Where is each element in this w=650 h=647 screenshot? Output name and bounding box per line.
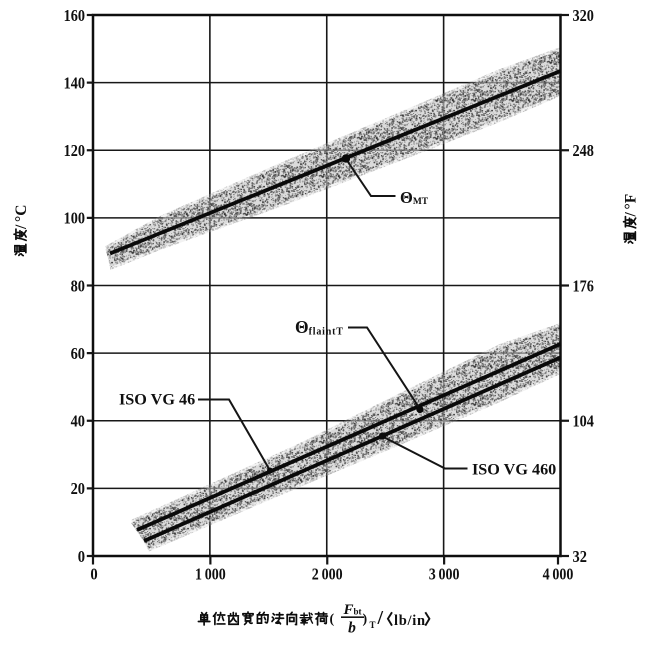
svg-text:320: 320	[573, 6, 594, 25]
svg-text:4 000: 4 000	[543, 565, 574, 584]
svg-text:Fbt: Fbt	[342, 602, 361, 618]
svg-text:b: b	[348, 620, 356, 637]
svg-text:0: 0	[78, 547, 85, 566]
svg-text:140: 140	[64, 73, 85, 92]
svg-text:lb/in: lb/in	[394, 613, 426, 629]
svg-text:20: 20	[71, 479, 85, 498]
svg-text:°F: °F	[623, 194, 640, 210]
svg-text:3 000: 3 000	[429, 565, 460, 584]
svg-text:32: 32	[573, 547, 587, 566]
svg-text:): )	[363, 612, 368, 627]
svg-text:40: 40	[71, 412, 85, 431]
svg-text:60: 60	[71, 344, 85, 363]
svg-text:160: 160	[64, 6, 85, 25]
svg-text:°C: °C	[13, 205, 30, 222]
svg-text:ISO VG 46: ISO VG 46	[119, 391, 195, 409]
svg-text:100: 100	[64, 209, 85, 228]
svg-text:/: /	[13, 224, 30, 230]
svg-text:104: 104	[573, 412, 595, 431]
svg-text:80: 80	[71, 276, 85, 295]
svg-text:0: 0	[90, 565, 97, 584]
svg-text:176: 176	[573, 276, 594, 295]
svg-text:248: 248	[573, 141, 594, 160]
svg-text:2 000: 2 000	[312, 565, 343, 584]
svg-text:T: T	[370, 620, 376, 630]
svg-text:/: /	[377, 607, 384, 629]
svg-text:1 000: 1 000	[195, 565, 226, 584]
svg-text:ISO VG 460: ISO VG 460	[472, 461, 556, 479]
svg-text:/: /	[623, 212, 640, 218]
svg-text:(: (	[330, 612, 335, 627]
svg-text:120: 120	[64, 141, 85, 160]
